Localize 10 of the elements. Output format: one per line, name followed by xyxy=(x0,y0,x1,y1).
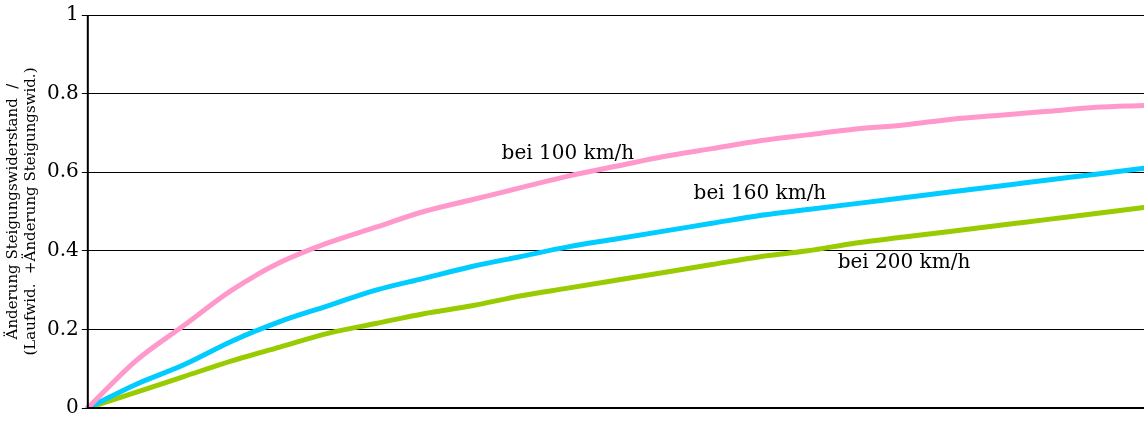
series-label: bei 200 km/h xyxy=(837,249,971,274)
y-axis-title: Änderung Steigungswiderstand / (Laufwid. +Änderung Steigungswid.) xyxy=(2,67,39,356)
series-label: bei 160 km/h xyxy=(693,179,827,204)
y-tick-label: 1 xyxy=(66,1,79,26)
series-label: bei 100 km/h xyxy=(501,140,635,165)
y-tick-label: 0 xyxy=(66,394,79,419)
y-tick-label: 0.2 xyxy=(46,315,79,340)
y-tick-label: 0.8 xyxy=(46,79,79,104)
y-tick-label: 0.6 xyxy=(46,158,79,183)
y-tick-label: 0.4 xyxy=(46,237,79,261)
